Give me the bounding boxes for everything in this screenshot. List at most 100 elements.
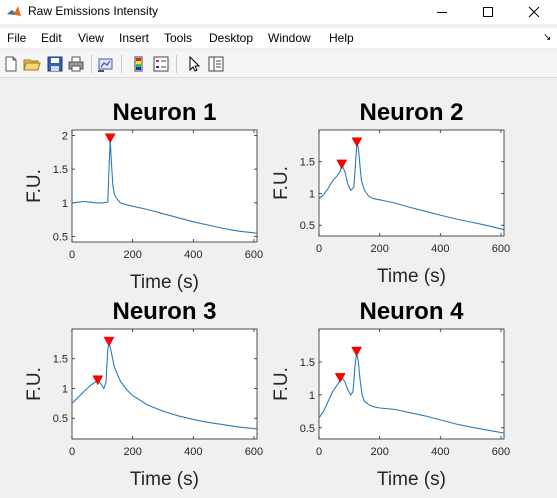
toolbar-separator [91,55,92,73]
menu-view[interactable]: View [78,31,104,45]
minimize-icon [437,12,447,13]
y-axis-label: F.U. [24,169,45,203]
x-tick-label: 600 [492,446,510,458]
y-tick-label: 1.5 [53,354,68,366]
x-tick-label: 0 [316,446,322,458]
subplot-neuron-2: Neuron 2 Time (s) F.U. 0 200 400 600 0.5 1 1.5 [271,99,510,287]
y-tick-label: 1 [62,198,68,210]
y-tick-label: 1.5 [300,157,315,169]
colorbar-icon [134,56,143,72]
menu-bar: File Edit View Insert Tools Desktop Wind… [0,28,557,48]
property-inspector-icon [208,56,224,72]
x-tick-label: 600 [245,249,263,261]
peak-marker [104,133,116,144]
x-tick-label: 400 [184,446,202,458]
peak-marker [334,373,346,383]
maximize-icon [483,7,493,17]
open-file-icon [23,59,41,71]
menu-help[interactable]: Help [329,31,354,45]
maximize-button[interactable] [465,0,511,24]
x-axis-label: Time (s) [377,469,446,490]
y-axis-label: F.U. [24,367,45,401]
link-plot-icon [98,58,113,72]
dock-arrow-icon[interactable]: ↘ [543,32,552,43]
subplot-neuron-4: Neuron 4 Time (s) F.U. 0 200 400 600 0.5 1 1.5 [271,298,510,490]
subplot-title: Neuron 2 [359,99,463,126]
subplot-title: Neuron 1 [112,99,216,126]
peak-marker [103,336,115,347]
subplot-title: Neuron 3 [112,298,216,325]
x-tick-label: 400 [431,243,449,255]
menu-edit[interactable]: Edit [41,31,62,45]
x-tick-label: 400 [431,446,449,458]
menu-window[interactable]: Window [268,31,311,45]
title-bar: Raw Emissions Intensity [0,0,557,24]
axes-box [318,129,505,237]
x-tick-label: 200 [123,249,141,261]
y-tick-label: 0.5 [53,413,68,425]
toolbar-separator [121,55,122,73]
new-figure-icon [5,56,17,72]
toolbar [0,51,557,78]
peak-marker [336,159,348,170]
axes-box [71,129,258,243]
save-button[interactable] [46,55,64,73]
series-line [71,138,258,234]
new-figure-button[interactable] [2,55,20,73]
y-tick-label: 0.5 [53,232,68,244]
y-tick-label: 1 [309,390,315,402]
open-file-button[interactable] [23,55,41,73]
series-line [318,142,505,231]
x-tick-label: 600 [492,243,510,255]
close-button[interactable] [511,0,557,24]
subplot-title: Neuron 4 [359,298,464,325]
pointer-icon [189,55,201,72]
y-tick-label: 1 [62,383,68,395]
print-icon [68,56,84,72]
menu-desktop[interactable]: Desktop [209,31,254,45]
toolbar-separator [176,55,177,73]
minimize-button[interactable] [419,0,465,24]
menu-insert[interactable]: Insert [119,31,150,45]
y-tick-label: 1.5 [300,357,315,369]
x-tick-label: 200 [370,446,388,458]
pointer-button[interactable] [185,55,203,73]
x-tick-label: 0 [69,446,75,458]
x-axis-label: Time (s) [377,266,446,287]
link-plot-button[interactable] [97,55,115,73]
y-tick-label: 2 [62,130,68,142]
peak-marker [351,346,363,357]
y-tick-label: 0.5 [300,220,315,232]
x-tick-label: 0 [316,243,322,255]
y-tick-label: 1 [309,188,315,200]
legend-icon [153,56,169,72]
window-title: Raw Emissions Intensity [28,4,159,18]
y-tick-label: 0.5 [300,423,315,435]
y-axis-label: F.U. [271,367,292,401]
save-icon [47,56,63,72]
x-tick-label: 600 [245,446,263,458]
peak-marker [92,375,104,386]
subplot-neuron-3: Neuron 3 Time (s) F.U. 0 200 400 600 0.5 1 1.5 [24,298,263,490]
axes-box [71,328,258,440]
y-axis-label: F.U. [271,166,292,200]
menu-file[interactable]: File [7,31,27,45]
legend-button[interactable] [152,55,170,73]
x-axis-label: Time (s) [130,469,199,490]
menu-tools[interactable]: Tools [164,31,193,45]
x-tick-label: 0 [69,249,75,261]
x-tick-label: 400 [184,249,202,261]
figure-canvas: Neuron 1 Time (s) F.U. 0 200 400 600 0.5 1 1.5 2 Ne… [0,78,557,498]
property-inspector-button[interactable] [207,55,225,73]
x-axis-label: Time (s) [130,272,199,293]
print-button[interactable] [67,55,85,73]
x-tick-label: 200 [370,243,388,255]
y-tick-label: 1.5 [53,164,68,176]
colorbar-button[interactable] [130,55,148,73]
subplot-neuron-1: Neuron 1 Time (s) F.U. 0 200 400 600 0.5 1 1.5 2 [24,99,263,293]
matlab-logo-icon [7,6,21,16]
x-tick-label: 200 [123,446,141,458]
peak-marker [351,137,363,148]
axes-box [318,328,505,440]
